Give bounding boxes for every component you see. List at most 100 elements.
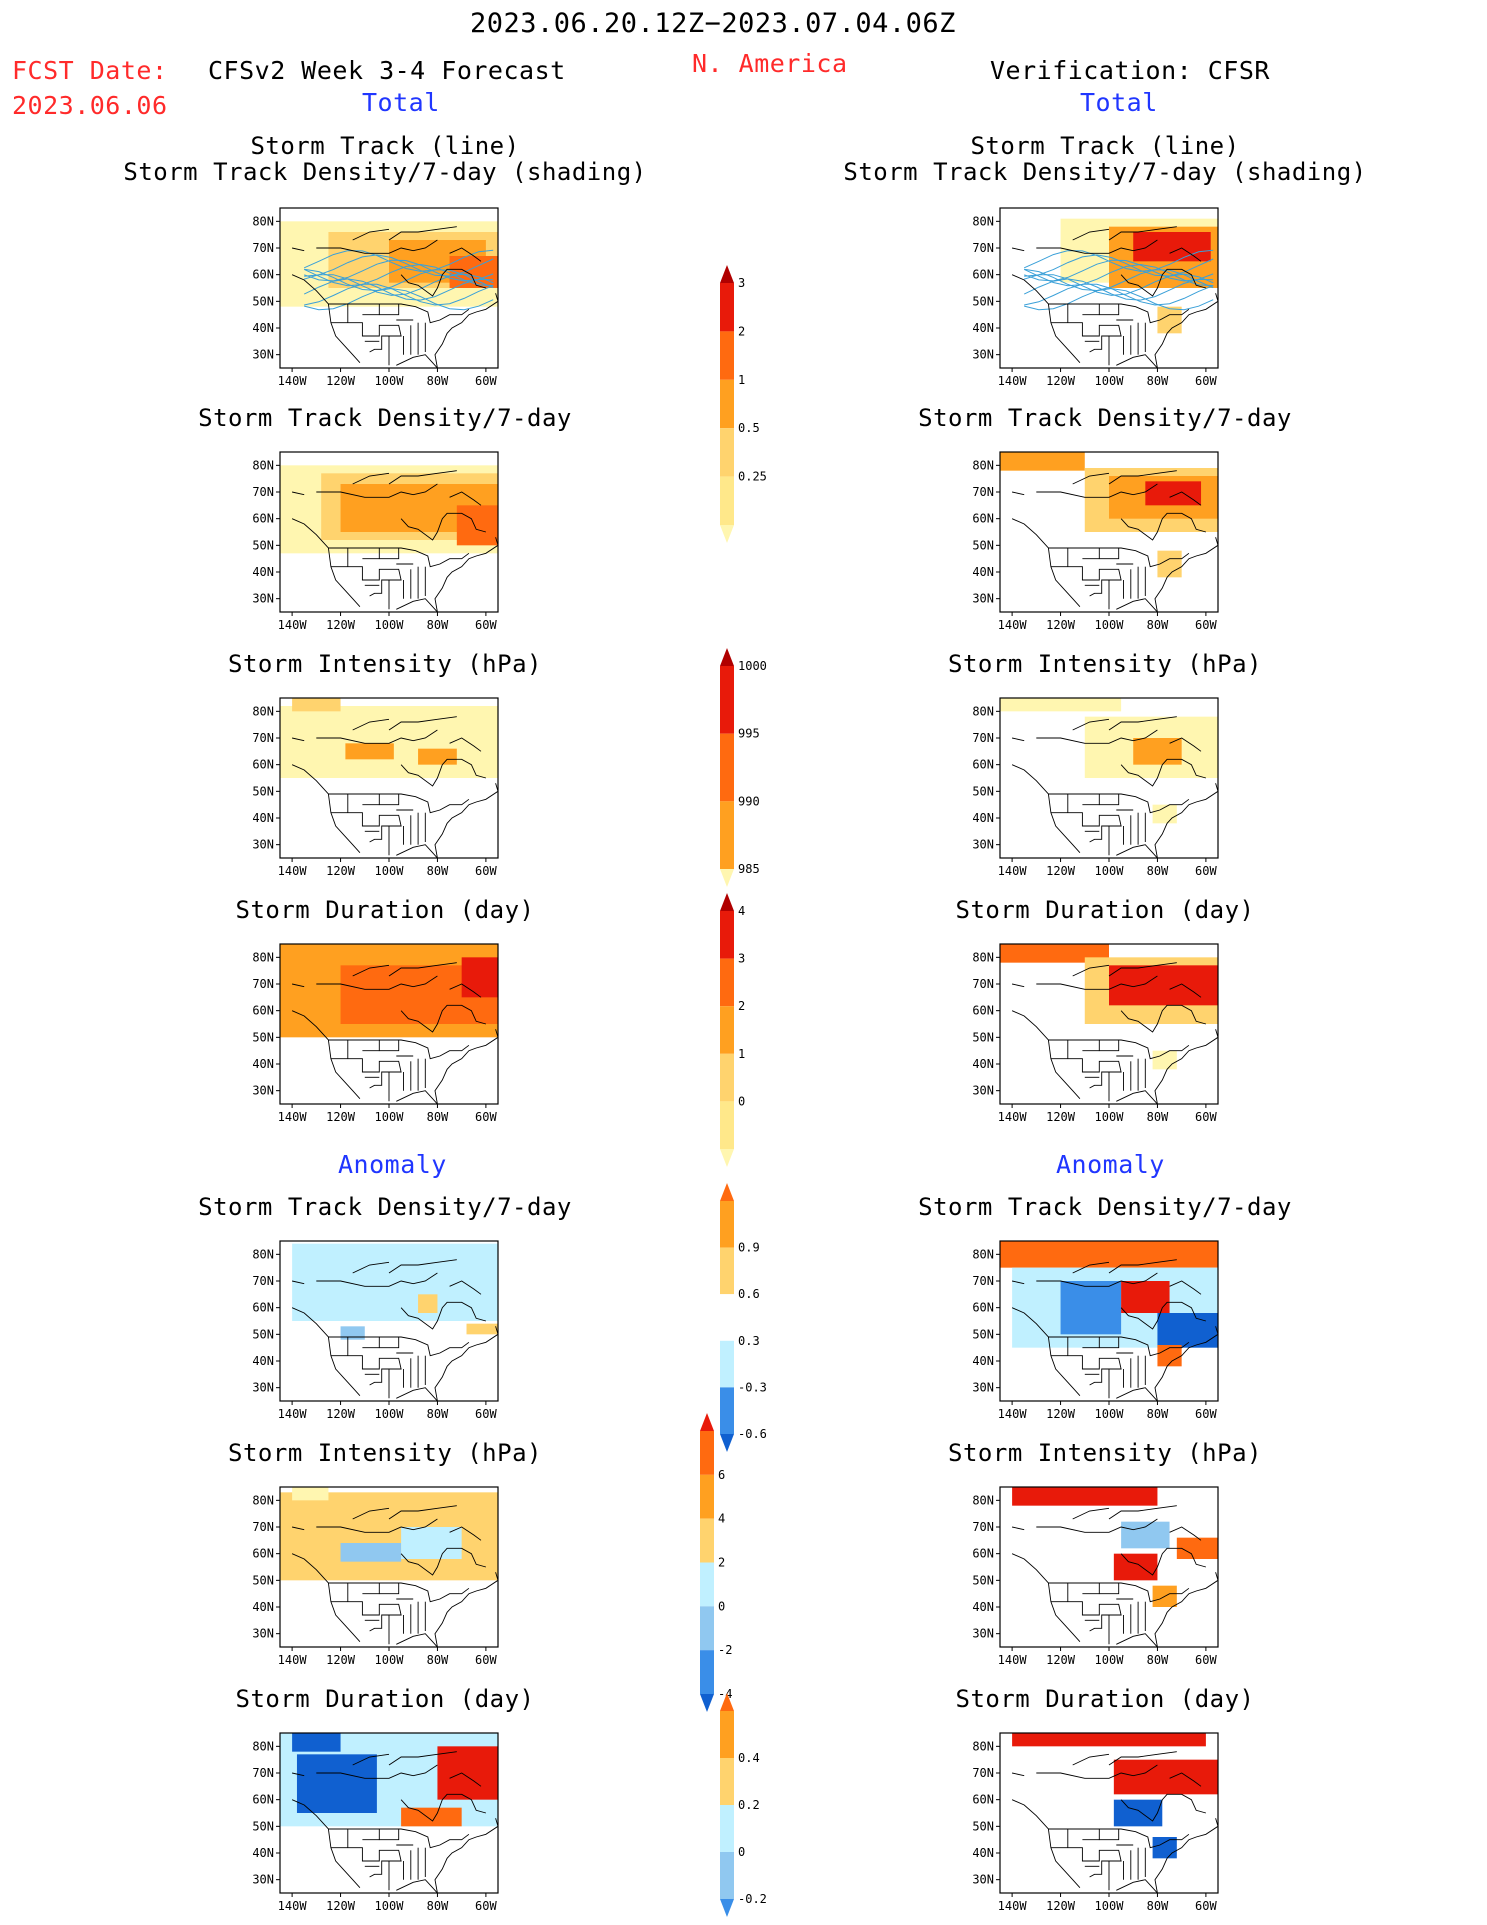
- map-boundary-line: [378, 1040, 400, 1052]
- map-boundary-line: [1108, 1505, 1177, 1520]
- lat-label: 30N: [972, 838, 994, 852]
- right-intensity-anom-title: Storm Intensity (hPa): [948, 1439, 1262, 1467]
- map-boundary-line: [1108, 470, 1177, 485]
- map-boundary-line: [449, 737, 482, 752]
- map-boundary-line: [1036, 239, 1158, 254]
- lon-label: 60W: [1195, 618, 1217, 632]
- map-boundary-line: [330, 812, 402, 843]
- colorbar-label: 1: [738, 373, 745, 387]
- map-boundary-line: [400, 1004, 487, 1033]
- lon-label: 120W: [326, 1653, 356, 1667]
- map-boundary-line: [328, 1336, 470, 1357]
- shading-region: [1152, 1050, 1177, 1070]
- fcst-label: FCST Date:: [12, 56, 168, 85]
- lat-label: 70N: [252, 1274, 274, 1288]
- shading-region: [1012, 1733, 1206, 1747]
- shading-region: [401, 1807, 462, 1827]
- lon-label: 60W: [475, 1899, 497, 1913]
- colorbar-segment: [720, 283, 734, 332]
- lat-label: 50N: [972, 1327, 994, 1341]
- lat-label: 70N: [252, 977, 274, 991]
- lat-label: 60N: [972, 1793, 994, 1807]
- colorbar-label: 0.2: [738, 1798, 760, 1812]
- lon-label: 100W: [375, 618, 405, 632]
- map-boundary-line: [1098, 1829, 1120, 1841]
- colorbar-segment: [720, 1101, 734, 1149]
- right-density-anomaly-map: 80N 70N 60N 50N 40N 30N 140W 120W 100W 80W 60W: [972, 1240, 1219, 1421]
- lat-label: 80N: [972, 1493, 994, 1507]
- map-boundary-line: [1154, 1029, 1218, 1104]
- duration-anomaly-colorbar: 0.40.20-0.2-0.4: [720, 1693, 767, 1917]
- map-boundary-line: [388, 1751, 457, 1766]
- lon-label: 140W: [278, 1407, 308, 1421]
- map-boundary-line: [1108, 962, 1177, 977]
- shading-region: [345, 743, 394, 760]
- storm-track-line: [304, 268, 494, 292]
- map-boundary-line: [316, 483, 438, 498]
- map-boundary-line: [352, 472, 390, 485]
- lon-label: 60W: [475, 864, 497, 878]
- lat-label: 50N: [972, 1573, 994, 1587]
- lon-label: 120W: [1046, 374, 1076, 388]
- shading-region: [280, 706, 498, 778]
- map-boundary-line: [1036, 1272, 1158, 1287]
- right-density-map: 80N 70N 60N 50N 40N 30N 140W 120W 100W 80W 60W: [972, 451, 1219, 632]
- map-boundary-line: [388, 226, 457, 241]
- lat-label: 60N: [972, 268, 994, 282]
- lat-label: 40N: [252, 1354, 274, 1368]
- map-boundary-line: [330, 1601, 402, 1632]
- shading-region: [418, 1294, 438, 1313]
- lat-label: 50N: [972, 1030, 994, 1044]
- lon-label: 60W: [475, 374, 497, 388]
- map-boundary-line: [1048, 303, 1190, 324]
- map-boundary-line: [396, 1090, 438, 1104]
- map-boundary-line: [388, 716, 457, 731]
- lon-label: 120W: [326, 618, 356, 632]
- map-boundary-line: [352, 1753, 390, 1766]
- colorbar-segment: [720, 1387, 734, 1434]
- colorbar-segment: [720, 1852, 734, 1899]
- lon-label: 140W: [998, 864, 1028, 878]
- lon-label: 60W: [1195, 374, 1217, 388]
- map-boundary-line: [328, 547, 470, 568]
- lon-label: 140W: [998, 1899, 1028, 1913]
- shading-region: [1157, 1313, 1218, 1348]
- map-boundary-line: [1072, 472, 1110, 485]
- map-boundary-line: [434, 1818, 498, 1893]
- lon-label: 100W: [1095, 618, 1125, 632]
- colorbar-label: 1: [738, 1047, 745, 1061]
- shading-region: [456, 505, 498, 546]
- lat-label: 60N: [252, 1004, 274, 1018]
- map-boundary-line: [1169, 491, 1202, 506]
- map-boundary-line: [291, 1799, 361, 1889]
- lat-label: 30N: [252, 838, 274, 852]
- map-boundary-line: [1036, 1518, 1158, 1533]
- colorbar-segment: [720, 1247, 734, 1295]
- lat-label: 80N: [972, 1739, 994, 1753]
- lon-label: 80W: [427, 374, 449, 388]
- map-boundary-line: [378, 794, 400, 806]
- shading-region: [1157, 550, 1182, 578]
- shading-region: [1000, 944, 1109, 963]
- colorbar-label: 2: [718, 1556, 725, 1570]
- colorbar-arrow-bottom: [720, 525, 734, 543]
- lat-label: 70N: [972, 485, 994, 499]
- colorbar-segment: [700, 1650, 714, 1694]
- lon-label: 100W: [375, 1407, 405, 1421]
- right-track-title-1: Storm Track (line): [970, 132, 1240, 160]
- map-boundary-line: [291, 518, 361, 608]
- map-boundary-line: [1036, 975, 1158, 990]
- shading-region: [1000, 698, 1122, 712]
- lon-label: 100W: [1095, 1653, 1125, 1667]
- storm-track-line: [1024, 254, 1214, 277]
- lon-label: 60W: [1195, 1653, 1217, 1667]
- map-boundary-line: [1011, 1010, 1081, 1100]
- model-title: CFSv2 Week 3-4 Forecast: [208, 56, 566, 85]
- map-boundary-line: [291, 764, 361, 854]
- lat-label: 60N: [972, 1301, 994, 1315]
- map-boundary-line: [1098, 1583, 1120, 1595]
- map-boundary-line: [400, 1301, 487, 1330]
- lat-label: 40N: [252, 811, 274, 825]
- map-boundary-line: [1072, 1507, 1110, 1520]
- lat-label: 80N: [252, 704, 274, 718]
